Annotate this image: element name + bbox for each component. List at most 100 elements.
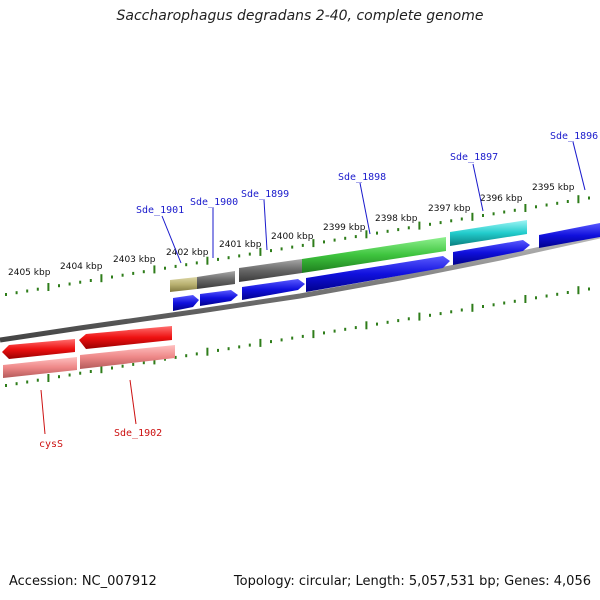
major-tick <box>206 256 209 265</box>
minor-tick <box>195 352 198 356</box>
major-tick <box>259 247 262 256</box>
minor-tick <box>460 217 463 221</box>
kbp-label: 2404 kbp <box>60 262 103 272</box>
minor-tick <box>344 327 347 331</box>
major-tick <box>524 204 527 212</box>
cds-sde-1900[interactable] <box>200 290 238 306</box>
minor-tick <box>68 282 71 286</box>
gene-feature-cyss[interactable] <box>3 357 77 378</box>
gene-feature-sde-1900[interactable] <box>197 271 235 289</box>
minor-tick <box>545 203 548 207</box>
gene-feature-sde-1897[interactable] <box>450 220 527 246</box>
cds-sde-1899[interactable] <box>242 279 305 300</box>
cds-sde-1901[interactable] <box>173 295 199 311</box>
callout-line <box>572 141 586 191</box>
minor-tick <box>376 322 378 326</box>
minor-tick <box>323 240 325 244</box>
cds-sde-1897[interactable] <box>453 240 530 265</box>
minor-tick <box>376 231 378 235</box>
minor-tick <box>301 243 304 247</box>
gene-label-sde-1897[interactable]: Sde_1897 <box>450 152 498 163</box>
gene-feature-sde-1898[interactable] <box>302 237 446 273</box>
minor-tick <box>482 214 484 217</box>
gene-feature-sde-1902[interactable] <box>80 345 175 369</box>
minor-tick <box>280 247 283 251</box>
major-tick <box>471 303 474 312</box>
kbp-label: 2400 kbp <box>271 232 314 242</box>
minor-tick <box>174 355 177 359</box>
minor-tick <box>513 208 516 212</box>
kbp-label: 2397 kbp <box>428 204 471 214</box>
minor-tick <box>354 326 357 330</box>
accession-text: Accession: NC_007912 <box>9 574 157 589</box>
minor-tick <box>397 319 400 323</box>
minor-tick <box>450 219 453 223</box>
minor-tick <box>397 228 400 232</box>
major-tick <box>418 312 421 321</box>
minor-tick <box>79 280 82 284</box>
minor-tick <box>333 238 336 242</box>
minor-tick <box>556 201 559 205</box>
gene-feature-sde-1899[interactable] <box>239 259 302 282</box>
minor-tick <box>503 210 506 214</box>
gene-feature-sde-1901[interactable] <box>170 277 197 292</box>
kbp-label: 2396 kbp <box>480 194 523 204</box>
cds-sde-1898[interactable] <box>306 256 450 292</box>
forward-cds-track <box>173 223 600 311</box>
gene-label-sde-1898[interactable]: Sde_1898 <box>338 172 386 183</box>
major-tick <box>153 356 156 365</box>
gene-label-sde-1899[interactable]: Sde_1899 <box>241 189 289 200</box>
minor-tick <box>121 273 124 277</box>
minor-tick <box>111 366 113 370</box>
minor-tick <box>195 261 198 265</box>
minor-tick <box>407 317 410 321</box>
minor-tick <box>238 254 241 258</box>
minor-tick <box>439 221 442 225</box>
gene-label-sde-1896[interactable]: Sde_1896 <box>550 131 598 142</box>
major-tick <box>259 338 262 347</box>
minor-tick <box>174 264 177 268</box>
minor-tick <box>450 310 453 314</box>
minor-tick <box>503 301 506 305</box>
minor-tick <box>535 205 537 209</box>
cds-cyss[interactable] <box>2 339 75 359</box>
major-tick <box>206 347 209 356</box>
minor-tick <box>227 347 230 351</box>
gene-label-cyss[interactable]: cysS <box>39 439 63 450</box>
callout-line <box>129 379 137 425</box>
kbp-scale-labels: 2405 kbp 2404 kbp 2403 kbp 2402 kbp 2401… <box>8 183 575 278</box>
minor-tick <box>185 354 188 358</box>
minor-tick <box>566 200 569 203</box>
callout-line <box>263 199 268 251</box>
major-tick <box>577 286 580 295</box>
major-tick <box>47 374 50 382</box>
cds-sde-1896[interactable] <box>539 223 600 248</box>
minor-tick <box>36 287 39 291</box>
minor-tick <box>588 196 590 200</box>
major-tick <box>47 283 50 291</box>
minor-tick <box>270 340 272 344</box>
minor-tick <box>513 299 516 303</box>
minor-tick <box>5 293 7 296</box>
gene-label-sde-1901[interactable]: Sde_1901 <box>136 205 184 216</box>
minor-tick <box>545 294 548 298</box>
major-tick <box>312 330 315 339</box>
major-tick <box>418 221 421 230</box>
minor-tick <box>227 256 230 260</box>
minor-tick <box>58 375 60 379</box>
minor-tick <box>89 279 92 282</box>
minor-tick <box>142 270 145 274</box>
major-tick <box>100 365 103 374</box>
gene-label-sde-1900[interactable]: Sde_1900 <box>190 197 238 208</box>
minor-tick <box>68 373 71 377</box>
minor-tick <box>132 362 135 366</box>
kbp-label: 2402 kbp <box>166 248 209 258</box>
kbp-label: 2401 kbp <box>219 240 262 250</box>
gene-label-sde-1902[interactable]: Sde_1902 <box>114 428 162 439</box>
minor-tick <box>429 313 431 317</box>
minor-tick <box>482 305 484 308</box>
major-tick <box>100 274 103 283</box>
minor-tick <box>291 336 294 340</box>
cds-sde-1902[interactable] <box>79 326 172 349</box>
